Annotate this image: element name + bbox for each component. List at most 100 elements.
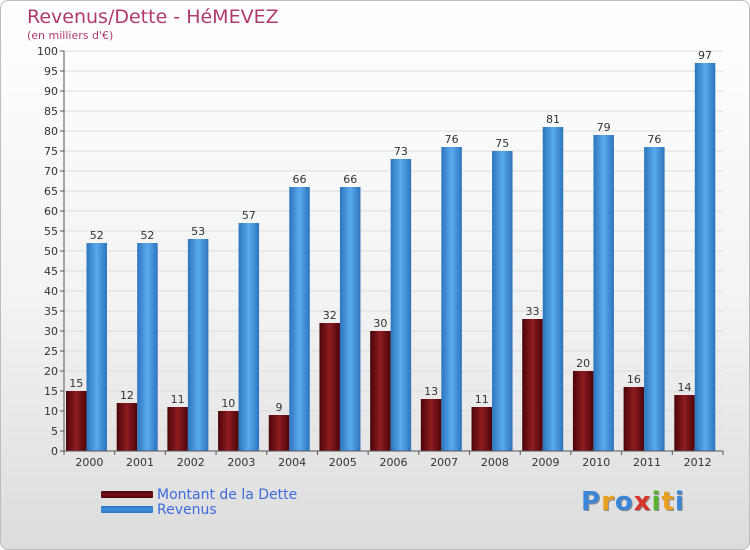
bar-revenus <box>390 159 412 451</box>
bar-revenus <box>137 243 158 451</box>
legend-item-dette: Montant de la Dette <box>101 486 298 503</box>
y-tick-label: 90 <box>44 85 58 98</box>
x-tick-label: 2005 <box>329 456 357 469</box>
bar-revenus <box>593 135 614 451</box>
bar-dette <box>572 371 594 451</box>
x-tick-label: 2000 <box>75 456 103 469</box>
data-label-revenus: 52 <box>140 229 154 242</box>
x-tick-label: 2009 <box>532 456 560 469</box>
logo-letter: x <box>633 487 652 517</box>
data-label-revenus: 76 <box>445 133 459 146</box>
data-label-dette: 12 <box>120 389 134 402</box>
data-label-revenus: 57 <box>242 209 256 222</box>
logo-letter: o <box>614 487 634 517</box>
y-tick-label: 65 <box>44 185 58 198</box>
y-tick-label: 80 <box>44 125 58 138</box>
legend: Montant de la Dette Revenus <box>101 486 298 518</box>
y-tick-label: 5 <box>51 425 58 438</box>
y-tick-label: 100 <box>37 45 58 58</box>
bar-revenus <box>441 147 462 451</box>
bar-dette <box>471 407 493 451</box>
bar-dette <box>674 395 695 451</box>
bar-revenus <box>238 223 260 451</box>
data-label-dette: 14 <box>678 381 692 394</box>
data-label-revenus: 97 <box>698 49 712 62</box>
y-tick-label: 35 <box>44 305 58 318</box>
logo-letter: t <box>661 487 675 517</box>
data-label-revenus: 76 <box>647 133 661 146</box>
y-tick-label: 50 <box>44 245 58 258</box>
chart-subtitle: (en milliers d'€) <box>27 29 114 42</box>
y-tick-label: 0 <box>51 445 58 458</box>
data-label-dette: 33 <box>525 305 539 318</box>
y-tick-label: 40 <box>44 285 58 298</box>
bar-revenus <box>187 239 209 451</box>
bar-revenus <box>542 127 564 451</box>
x-tick-label: 2011 <box>633 456 661 469</box>
data-label-dette: 11 <box>171 393 185 406</box>
data-label-dette: 11 <box>475 393 489 406</box>
y-tick-label: 45 <box>44 265 58 278</box>
x-tick-label: 2004 <box>278 456 306 469</box>
y-tick-label: 30 <box>44 325 58 338</box>
bars <box>66 63 716 451</box>
x-tick-label: 2007 <box>430 456 458 469</box>
data-label-revenus: 75 <box>495 137 509 150</box>
legend-label-dette: Montant de la Dette <box>157 486 298 503</box>
x-tick-label: 2001 <box>126 456 154 469</box>
bar-dette <box>66 391 87 451</box>
bar-revenus <box>644 147 665 451</box>
proxiti-logo: Proxiti <box>581 487 685 517</box>
logo-letter: i <box>651 487 662 517</box>
x-tick-label: 2002 <box>177 456 205 469</box>
logo-letter: P <box>581 487 602 517</box>
y-tick-label: 15 <box>44 385 58 398</box>
y-tick-label: 55 <box>44 225 58 238</box>
bar-revenus <box>289 187 310 451</box>
data-label-revenus: 53 <box>191 225 205 238</box>
data-label-revenus: 66 <box>293 173 307 186</box>
bar-dette <box>319 323 340 451</box>
data-labels: 15 52 12 52 11 53 10 57 9 66 32 66 30 73 13 76 11 75 33 81 2… <box>69 49 712 414</box>
bar-revenus <box>492 151 513 451</box>
data-label-dette: 32 <box>323 309 337 322</box>
data-label-dette: 30 <box>373 317 387 330</box>
bar-dette <box>116 403 138 451</box>
y-tick-label: 20 <box>44 365 58 378</box>
y-tick-label: 25 <box>44 345 58 358</box>
y-tick-label: 85 <box>44 105 58 118</box>
axes: 0 5 10 15 20 25 30 35 40 45 50 55 60 65 70 75 80 85 90 95 10… <box>37 45 724 469</box>
bar-revenus <box>339 187 361 451</box>
legend-swatch-dette <box>101 491 153 498</box>
x-tick-label: 2012 <box>684 456 712 469</box>
bar-dette <box>522 319 543 451</box>
x-tick-label: 2008 <box>481 456 509 469</box>
y-tick-label: 60 <box>44 205 58 218</box>
data-label-dette: 20 <box>576 357 590 370</box>
data-label-dette: 15 <box>69 377 83 390</box>
data-label-dette: 13 <box>424 385 438 398</box>
legend-item-revenus: Revenus <box>101 502 297 518</box>
y-tick-label: 75 <box>44 145 58 158</box>
data-label-revenus: 81 <box>546 113 560 126</box>
y-tick-label: 70 <box>44 165 58 178</box>
data-label-revenus: 73 <box>394 145 408 158</box>
data-label-dette: 16 <box>627 373 641 386</box>
y-tick-label: 95 <box>44 65 58 78</box>
data-label-dette: 9 <box>276 401 283 414</box>
bar-revenus <box>86 243 107 451</box>
data-label-revenus: 66 <box>343 173 357 186</box>
legend-swatch-revenus <box>101 506 153 513</box>
data-label-revenus: 52 <box>90 229 104 242</box>
bar-dette <box>167 407 188 451</box>
logo-letter: r <box>601 487 615 517</box>
chart-title: Revenus/Dette - HéMEVEZ <box>27 6 279 28</box>
bar-dette <box>623 387 645 451</box>
x-tick-label: 2003 <box>227 456 255 469</box>
x-tick-label: 2006 <box>380 456 408 469</box>
data-label-revenus: 79 <box>597 121 611 134</box>
x-tick-label: 2010 <box>582 456 610 469</box>
logo-letter: i <box>674 487 685 517</box>
